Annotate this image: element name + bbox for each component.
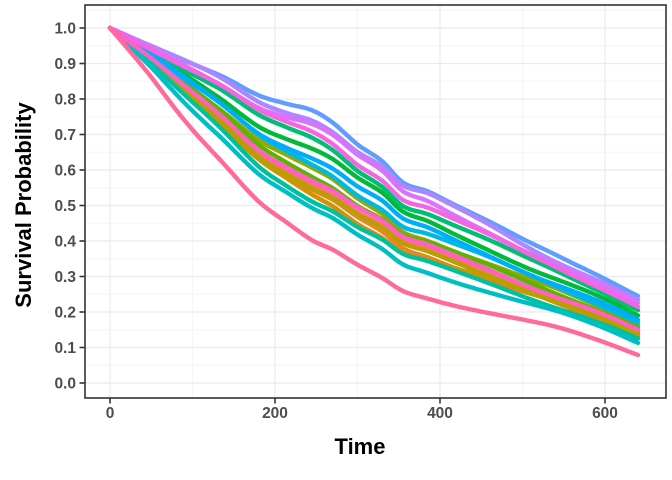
y-tick-label: 0.1 — [54, 340, 76, 357]
y-tick-label: 0.2 — [54, 305, 76, 322]
survival-curve-curve-12 — [107, 25, 641, 322]
y-tick-label: 0.4 — [54, 234, 76, 251]
y-tick-label: 0.8 — [54, 92, 76, 109]
y-tick-label: 0.0 — [54, 376, 76, 393]
panel-border — [84, 4, 667, 399]
survival-curve-curve-04 — [107, 25, 641, 336]
survival-curve-curve-07 — [107, 25, 641, 318]
survival-curve-curve-14 — [107, 25, 641, 302]
x-tick-label: 400 — [427, 405, 453, 422]
y-tick-label: 0.3 — [54, 269, 76, 286]
survival-curve-curve-18 — [107, 25, 641, 358]
y-tick-label: 0.9 — [54, 56, 76, 73]
survival-curve-curve-10 — [107, 25, 641, 346]
survival-curve-curve-17 — [107, 25, 641, 332]
y-tick-label: 0.7 — [54, 127, 76, 144]
y-tick-label: 0.5 — [54, 198, 76, 215]
x-tick-label: 200 — [262, 405, 288, 422]
survival-curve-curve-09 — [107, 25, 641, 341]
x-tick-label: 0 — [106, 405, 115, 422]
survival-curve-curve-16 — [107, 25, 641, 309]
y-tick-label: 0.6 — [54, 163, 76, 180]
survival-curve-curve-08 — [107, 25, 641, 313]
x-tick-label: 600 — [592, 405, 618, 422]
y-axis-title: Survival Probability — [11, 102, 36, 308]
x-axis-title: Time — [334, 434, 386, 459]
y-tick-label: 1.0 — [54, 21, 76, 38]
